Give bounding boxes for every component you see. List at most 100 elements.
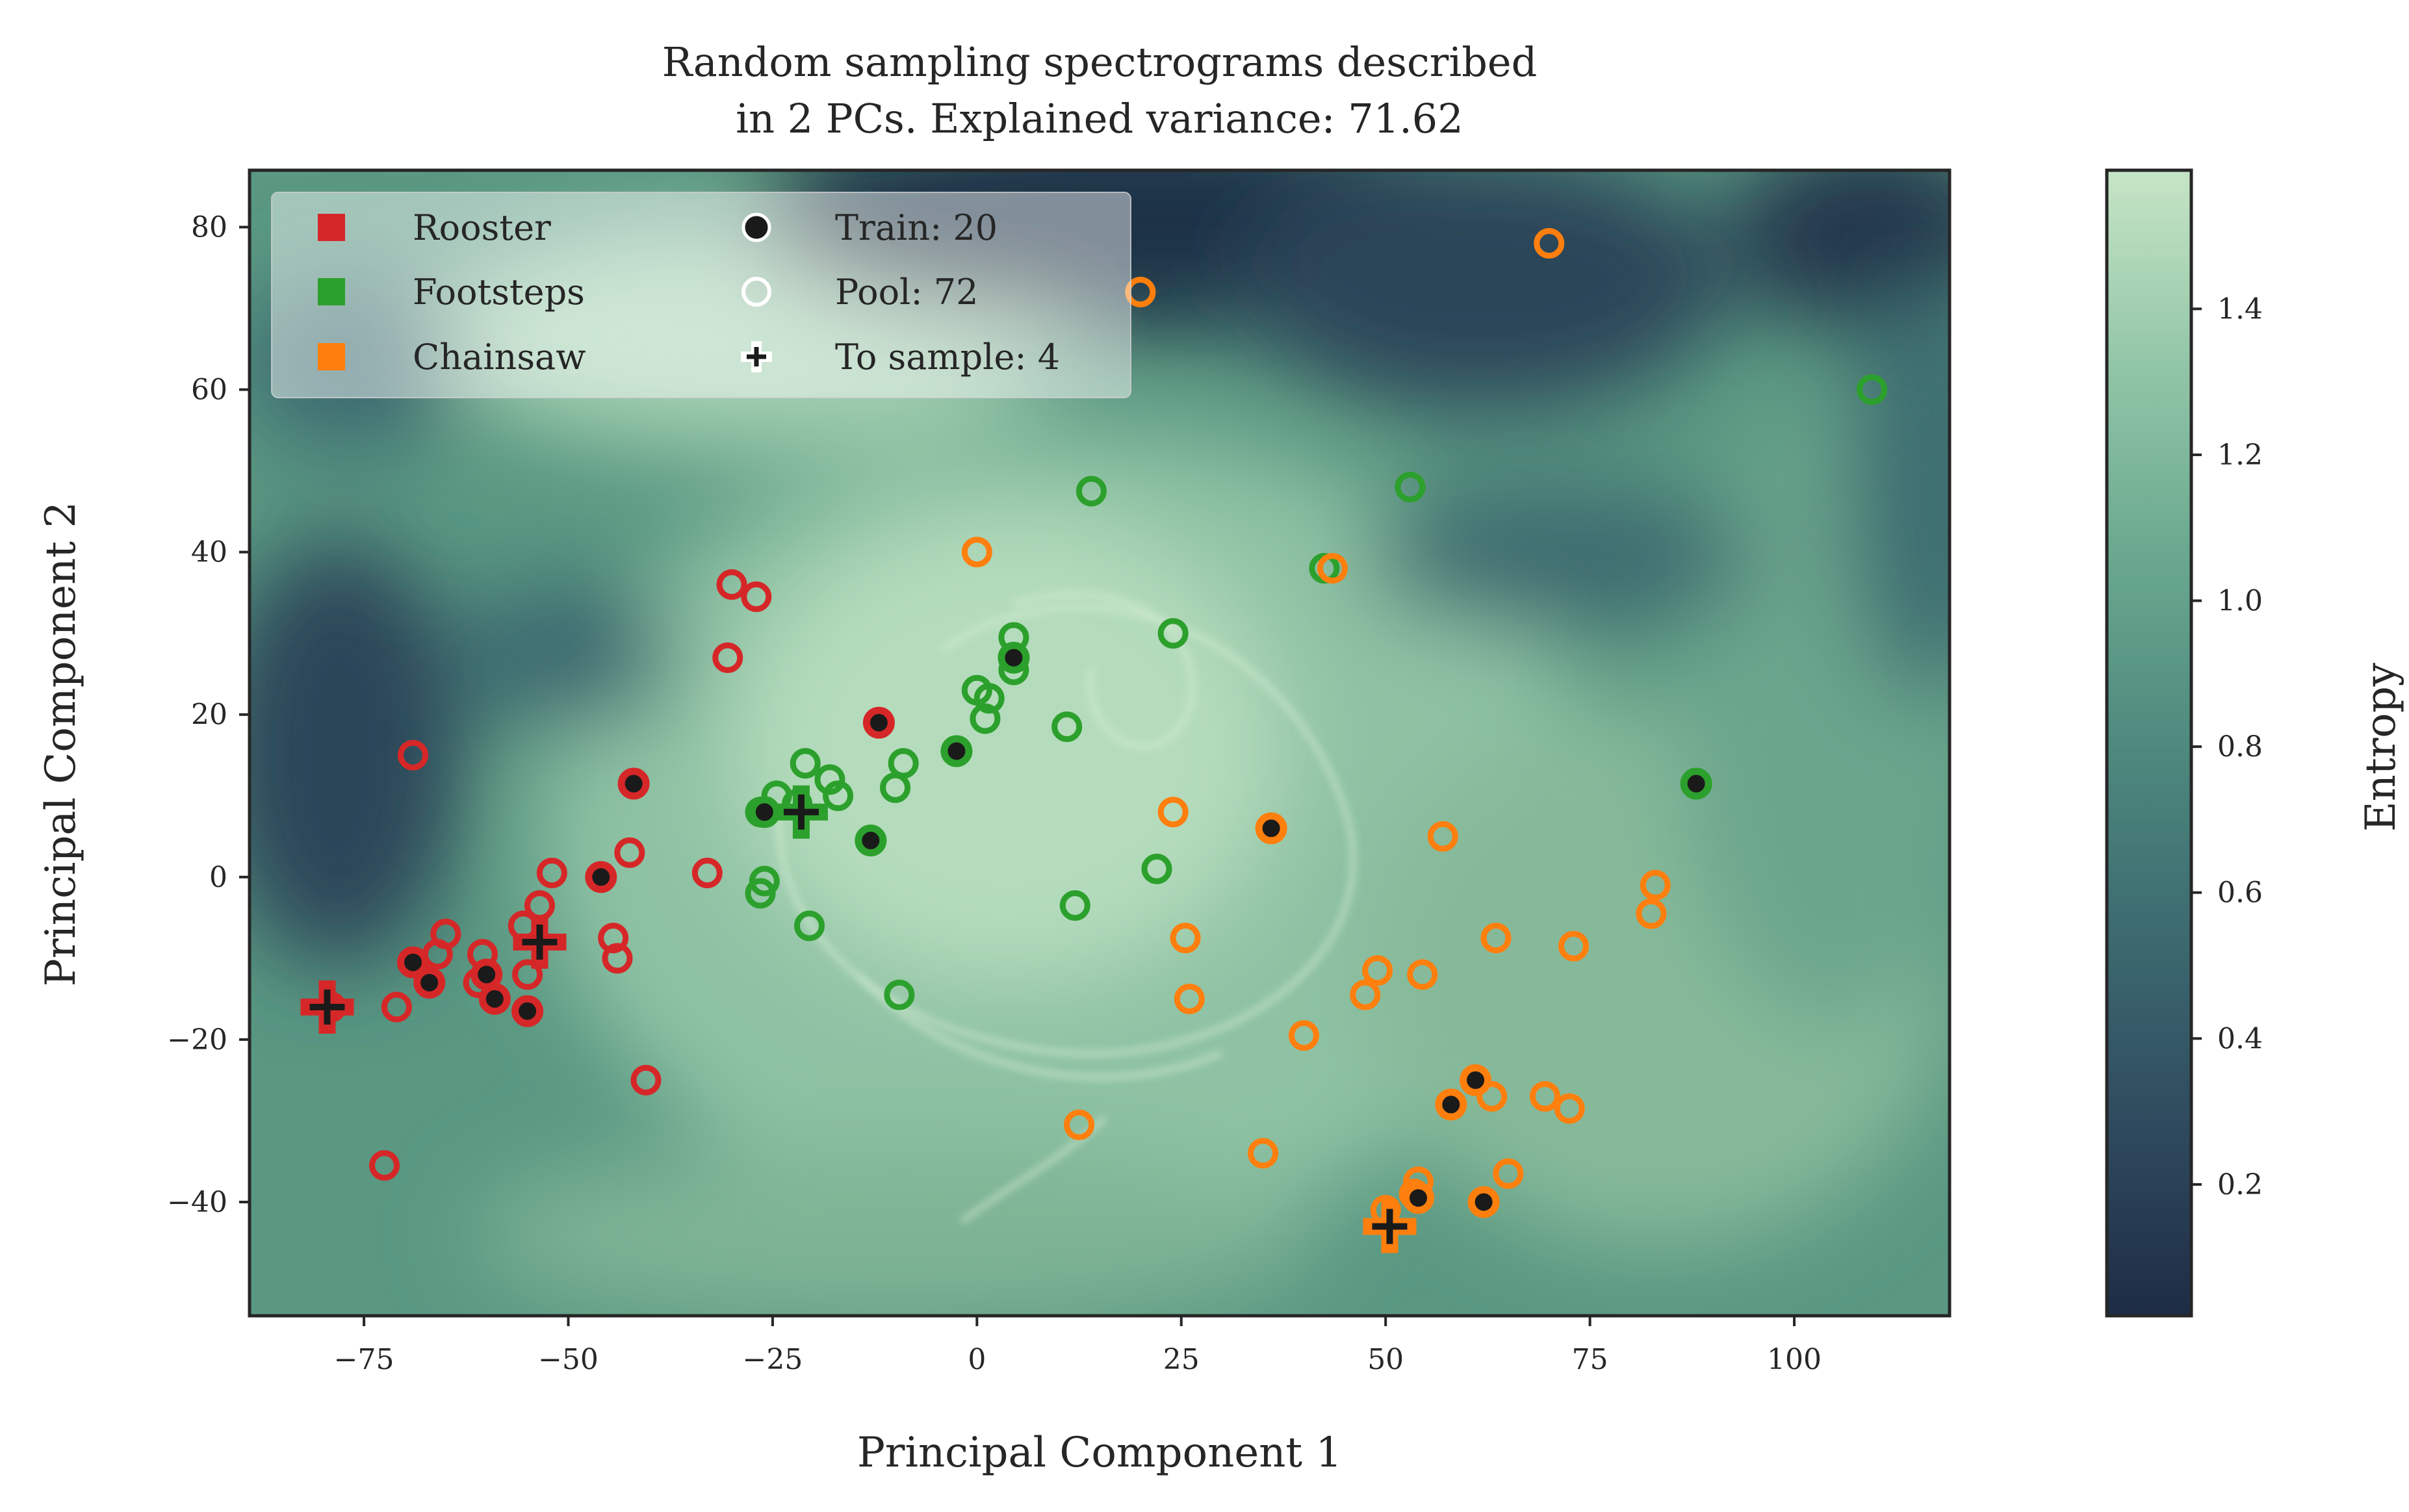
legend-label-footsteps: Footsteps (413, 272, 585, 313)
legend-label-to-sample: To sample: 4 (835, 337, 1060, 378)
colorbar-ticks: 0.2 0.4 0.6 0.8 1.0 1.2 1.4 (2191, 292, 2263, 1201)
train-point-rooster (413, 966, 446, 999)
pool-point-footsteps (970, 703, 1001, 734)
pool-point-rooster (598, 923, 629, 954)
pool-point-chainsaw (1248, 1138, 1279, 1169)
pool-point-chainsaw (1064, 1109, 1095, 1140)
legend-train-marker (741, 212, 771, 242)
pool-point-chainsaw (1362, 955, 1393, 986)
legend-swatch-rooster (318, 214, 345, 241)
to-sample-marker-core-chainsaw (1372, 1209, 1408, 1244)
legend: Rooster Footsteps Chainsaw Train: 20 Poo… (271, 192, 1131, 398)
train-point-footsteps (998, 641, 1030, 674)
pool-point-footsteps (1051, 711, 1083, 742)
pool-point-chainsaw (1493, 1158, 1524, 1189)
pool-point-chainsaw (1288, 1020, 1319, 1051)
pool-point-rooster (536, 858, 567, 889)
to-sample-marker-core-rooster (522, 924, 558, 960)
pool-point-footsteps (790, 748, 821, 779)
x-tick-label: 0 (968, 1343, 986, 1376)
train-point-rooster (478, 982, 511, 1015)
pool-point-footsteps (745, 878, 776, 909)
legend-pool-marker (741, 277, 771, 307)
pool-point-footsteps (823, 780, 854, 812)
x-tick-label: −75 (334, 1343, 394, 1376)
pool-point-chainsaw (1640, 869, 1671, 901)
colorbar-tick-label: 0.6 (2217, 877, 2263, 910)
colorbar-tick-label: 0.8 (2217, 730, 2263, 763)
x-tick-label: 50 (1367, 1343, 1404, 1376)
legend-swatch-chainsaw (318, 343, 345, 370)
pool-point-rooster (381, 992, 412, 1023)
train-point-rooster (862, 706, 895, 739)
pool-point-footsteps (794, 910, 825, 942)
x-tick-label: −50 (538, 1343, 599, 1376)
train-point-footsteps (748, 796, 780, 828)
pool-point-chainsaw (1170, 923, 1201, 954)
colorbar-tick-label: 0.4 (2217, 1022, 2263, 1055)
pool-point-footsteps (1857, 374, 1888, 405)
pool-point-chainsaw (1554, 1093, 1585, 1124)
colorbar-tick-label: 1.2 (2217, 439, 2263, 472)
legend-label-rooster: Rooster (413, 207, 551, 248)
pool-point-chainsaw (1480, 923, 1512, 954)
pool-point-chainsaw (1350, 979, 1381, 1010)
pool-point-chainsaw (1529, 1081, 1560, 1112)
train-point-footsteps (855, 825, 887, 857)
pool-point-footsteps (1141, 853, 1172, 884)
x-tick-label: 75 (1572, 1343, 1608, 1376)
pool-point-rooster (602, 943, 633, 974)
train-point-chainsaw (1435, 1088, 1467, 1121)
pool-point-footsteps (973, 683, 1005, 714)
legend-swatch-footsteps (318, 278, 345, 305)
pool-point-rooster (712, 642, 743, 673)
train-point-chainsaw (1255, 812, 1287, 845)
train-point-chainsaw (1460, 1064, 1492, 1096)
train-point-footsteps (940, 735, 973, 767)
colorbar-tick-label: 1.4 (2217, 292, 2263, 326)
pool-point-footsteps (1076, 476, 1107, 507)
to-sample-marker-core-rooster (309, 989, 345, 1025)
x-axis-ticks: −75 −50 −25 0 25 50 75 100 (334, 1316, 1822, 1376)
pool-point-chainsaw (1636, 898, 1667, 929)
pool-point-footsteps (880, 772, 911, 803)
pool-point-chainsaw (1427, 821, 1458, 852)
pool-point-footsteps (1157, 618, 1189, 649)
train-point-chainsaw (1402, 1182, 1434, 1214)
pool-point-chainsaw (1534, 228, 1565, 259)
x-tick-label: 25 (1163, 1343, 1200, 1376)
pool-point-footsteps (884, 979, 915, 1010)
colorbar (2105, 168, 2193, 1318)
pool-point-rooster (741, 581, 772, 612)
pool-point-footsteps (814, 764, 845, 795)
pool-point-footsteps (1395, 472, 1426, 503)
legend-frame (271, 192, 1131, 398)
pool-point-rooster (614, 837, 645, 868)
pool-point-chainsaw (961, 537, 992, 568)
pool-point-chainsaw (1317, 553, 1348, 584)
pool-point-rooster (630, 1064, 662, 1096)
train-point-rooster (511, 995, 544, 1027)
entropy-heatmap (250, 170, 1950, 1316)
plot-frame (248, 168, 1952, 1318)
train-point-footsteps (1680, 767, 1712, 800)
pool-point-rooster (398, 739, 429, 771)
pool-point-chainsaw (1476, 1081, 1508, 1112)
x-tick-label: −25 (742, 1343, 803, 1376)
y-tick-label: −40 (167, 1186, 227, 1219)
to-sample-marker-core-footsteps (783, 794, 819, 830)
pool-point-rooster (716, 569, 747, 600)
x-axis-label: Principal Component 1 (857, 1429, 1342, 1477)
x-tick-label: 100 (1767, 1343, 1822, 1376)
data-points (300, 228, 1888, 1253)
pool-point-chainsaw (1125, 277, 1156, 308)
colorbar-label: Entropy (2357, 663, 2405, 832)
legend-label-chainsaw: Chainsaw (413, 337, 586, 378)
y-axis-label: Principal Component 2 (37, 502, 85, 986)
y-tick-label: 80 (191, 211, 227, 244)
chart-title-line-1: Random sampling spectrograms described (662, 38, 1538, 86)
train-point-rooster (397, 946, 430, 979)
pool-point-chainsaw (1157, 797, 1189, 828)
legend-label-pool: Pool: 72 (835, 272, 979, 313)
